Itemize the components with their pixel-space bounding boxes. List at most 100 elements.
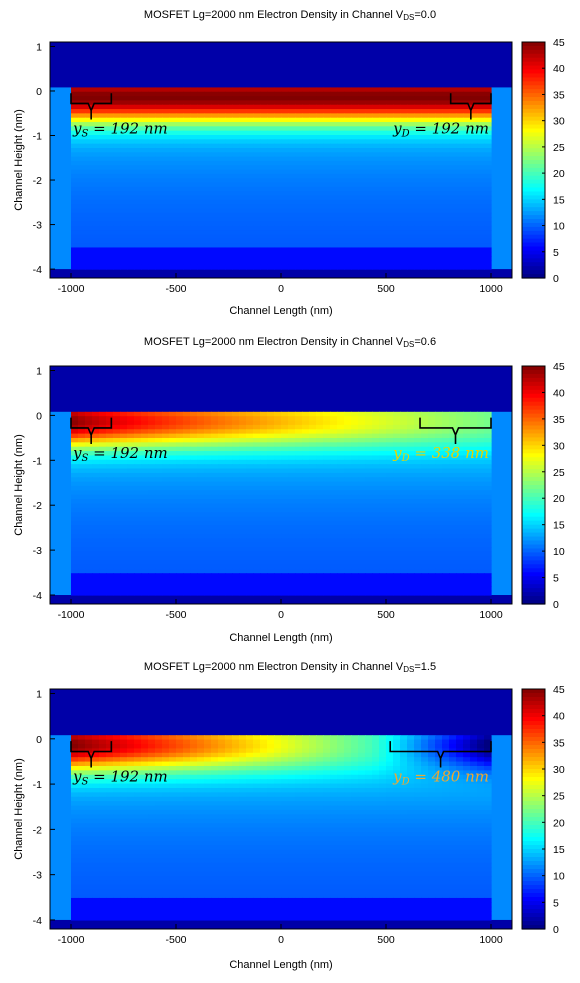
x-tick-label: 1000 (479, 283, 503, 295)
chart-title: MOSFET Lg=2000 nm Electron Density in Ch… (144, 336, 436, 349)
annotation-d: yD = 338 nm (392, 417, 492, 464)
x-tick-label: 1000 (479, 609, 503, 621)
colorbar-tick-label: 40 (553, 711, 565, 723)
colorbar-tick-label: 30 (553, 764, 565, 776)
colorbar-tick-label: 35 (553, 414, 565, 426)
y-tick-label: 0 (36, 734, 42, 746)
y-tick-label: -4 (33, 915, 42, 927)
colorbar-tick-label: 35 (553, 737, 565, 749)
colorbar-tick-label: 15 (553, 844, 565, 856)
annotation-label: yD = 480 nm (392, 767, 489, 787)
drain-contact (491, 735, 512, 920)
colorbar-tick-label: 40 (553, 63, 565, 75)
colorbar-tick-label: 0 (553, 273, 559, 285)
chart-panel-3: MOSFET Lg=2000 nm Electron Density in Ch… (13, 661, 565, 971)
x-tick-label: 0 (278, 609, 284, 621)
drain-contact (491, 411, 512, 596)
colorbar-tick-label: 10 (553, 546, 565, 558)
colorbar: 0 5 10 15 20 25 30 35 40 45 (521, 37, 565, 285)
y-tick-label: 1 (36, 365, 42, 377)
colorbar-tick-label: 0 (553, 599, 559, 611)
brace (70, 93, 113, 120)
source-contact (50, 87, 71, 270)
x-tick-label: 1000 (479, 934, 503, 946)
y-tick-label: -4 (33, 264, 42, 276)
colorbar-tick-label: 10 (553, 871, 565, 883)
y-tick-label: -1 (33, 779, 42, 791)
x-tick-label: -500 (165, 609, 186, 621)
source-contact (50, 411, 71, 596)
x-axis-label: Channel Length (nm) (229, 305, 332, 317)
x-tick-label: 500 (377, 934, 395, 946)
y-tick-label: -1 (33, 131, 42, 143)
y-axis-label: Channel Height (nm) (13, 434, 25, 536)
colorbar-tick-label: 20 (553, 493, 565, 505)
brace (389, 741, 492, 768)
annotation-d: yD = 192 nm (392, 93, 492, 139)
y-tick-label: 0 (36, 410, 42, 422)
colorbar: 0 5 10 15 20 25 30 35 40 45 (521, 684, 565, 936)
x-tick-label: 0 (278, 283, 284, 295)
brace (70, 741, 113, 768)
density-field (71, 411, 492, 596)
colorbar-tick-label: 5 (553, 573, 559, 585)
annotation-label: yD = 192 nm (392, 119, 489, 139)
x-tick-label: -500 (165, 283, 186, 295)
chart-panel-2: MOSFET Lg=2000 nm Electron Density in Ch… (13, 336, 565, 644)
y-tick-label: -1 (33, 455, 42, 467)
colorbar-tick-label: 20 (553, 817, 565, 829)
x-tick-label: -1000 (58, 283, 85, 295)
annotation-label: yS = 192 nm (72, 119, 168, 139)
colorbar-tick-label: 20 (553, 168, 565, 180)
colorbar-tick-label: 45 (553, 684, 565, 696)
y-axis-label: Channel Height (nm) (13, 758, 25, 860)
colorbar-tick-label: 30 (553, 440, 565, 452)
y-tick-label: -2 (33, 824, 42, 836)
x-tick-label: -500 (165, 934, 186, 946)
annotation-label: yS = 192 nm (72, 444, 168, 464)
chart-title: MOSFET Lg=2000 nm Electron Density in Ch… (144, 661, 436, 674)
annotation-s: yS = 192 nm (70, 741, 168, 787)
x-tick-label: 500 (377, 283, 395, 295)
x-tick-label: 500 (377, 609, 395, 621)
colorbar-tick-label: 45 (553, 361, 565, 373)
source-contact (50, 735, 71, 920)
chart-panel-1: MOSFET Lg=2000 nm Electron Density in Ch… (13, 9, 565, 317)
y-axis-label: Channel Height (nm) (13, 109, 25, 211)
annotation-label: yD = 338 nm (392, 444, 489, 464)
y-tick-label: -3 (33, 545, 42, 557)
colorbar: 0 5 10 15 20 25 30 35 40 45 (521, 361, 565, 611)
annotation-s: yS = 192 nm (70, 417, 168, 464)
colorbar-tick-label: 25 (553, 791, 565, 803)
density-field (71, 87, 492, 270)
x-tick-label: -1000 (58, 934, 85, 946)
brace (449, 93, 492, 120)
annotation-s: yS = 192 nm (70, 93, 168, 139)
chart-title: MOSFET Lg=2000 nm Electron Density in Ch… (144, 9, 436, 22)
colorbar-tick-label: 25 (553, 467, 565, 479)
annotation-label: yS = 192 nm (72, 767, 168, 787)
colorbar-tick-label: 15 (553, 520, 565, 532)
x-tick-label: -1000 (58, 609, 85, 621)
colorbar-tick-label: 35 (553, 89, 565, 101)
brace (419, 417, 492, 444)
density-field (71, 735, 492, 921)
colorbar-tick-label: 5 (553, 897, 559, 909)
y-tick-label: 1 (36, 41, 42, 53)
y-tick-label: 0 (36, 86, 42, 98)
colorbar-tick-label: 25 (553, 142, 565, 154)
x-tick-label: 0 (278, 934, 284, 946)
colorbar-tick-label: 40 (553, 387, 565, 399)
colorbar-tick-label: 15 (553, 194, 565, 206)
annotation-d: yD = 480 nm (389, 741, 492, 787)
y-tick-label: -3 (33, 220, 42, 232)
colorbar-tick-label: 30 (553, 116, 565, 128)
y-tick-label: 1 (36, 689, 42, 701)
colorbar-tick-label: 5 (553, 247, 559, 259)
colorbar-tick-label: 45 (553, 37, 565, 49)
y-tick-label: -4 (33, 590, 42, 602)
y-tick-label: -2 (33, 500, 42, 512)
drain-contact (491, 87, 512, 270)
brace (70, 417, 113, 444)
colorbar-tick-label: 10 (553, 221, 565, 233)
